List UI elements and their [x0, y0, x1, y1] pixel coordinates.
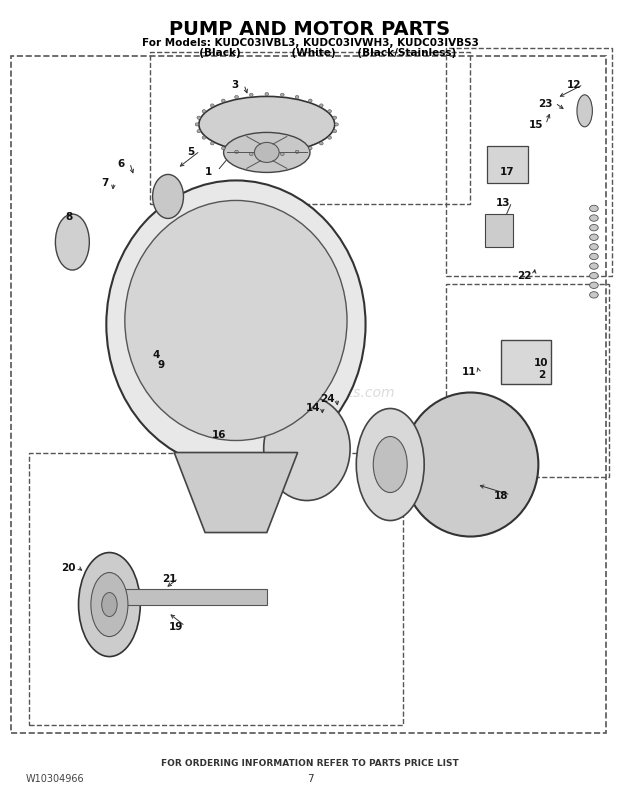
- Ellipse shape: [265, 154, 268, 157]
- Ellipse shape: [264, 397, 350, 501]
- Text: 19: 19: [169, 622, 184, 631]
- Text: (Black)              (White)      (Black/Stainless): (Black) (White) (Black/Stainless): [164, 48, 456, 59]
- Ellipse shape: [197, 131, 201, 134]
- Ellipse shape: [153, 175, 184, 219]
- Ellipse shape: [590, 283, 598, 289]
- Ellipse shape: [319, 143, 323, 146]
- Ellipse shape: [295, 151, 299, 154]
- Text: 10: 10: [534, 358, 549, 367]
- Polygon shape: [125, 589, 267, 605]
- Text: 12: 12: [567, 80, 582, 91]
- Ellipse shape: [197, 117, 201, 120]
- Ellipse shape: [335, 124, 339, 127]
- Ellipse shape: [590, 206, 598, 213]
- Text: FOR ORDERING INFORMATION REFER TO PARTS PRICE LIST: FOR ORDERING INFORMATION REFER TO PARTS …: [161, 758, 459, 767]
- Ellipse shape: [280, 94, 284, 97]
- Ellipse shape: [249, 94, 253, 97]
- Text: 4: 4: [152, 350, 159, 359]
- Ellipse shape: [55, 215, 89, 271]
- FancyBboxPatch shape: [485, 215, 513, 248]
- Text: PUMP AND MOTOR PARTS: PUMP AND MOTOR PARTS: [169, 20, 451, 38]
- Ellipse shape: [319, 105, 323, 108]
- Polygon shape: [174, 453, 298, 533]
- Ellipse shape: [590, 264, 598, 270]
- Ellipse shape: [590, 216, 598, 222]
- FancyBboxPatch shape: [487, 147, 528, 184]
- Text: 3: 3: [231, 80, 238, 91]
- Ellipse shape: [328, 111, 332, 114]
- Text: 6: 6: [117, 159, 124, 168]
- Text: 16: 16: [211, 430, 226, 439]
- Ellipse shape: [590, 225, 598, 232]
- Ellipse shape: [102, 593, 117, 617]
- Text: eReplacementParts.com: eReplacementParts.com: [225, 386, 395, 400]
- Ellipse shape: [333, 131, 337, 134]
- Text: 24: 24: [320, 394, 335, 403]
- Ellipse shape: [91, 573, 128, 637]
- Text: W10304966: W10304966: [26, 773, 85, 784]
- Ellipse shape: [590, 254, 598, 261]
- Text: 7: 7: [101, 178, 108, 188]
- Ellipse shape: [195, 124, 199, 127]
- Text: 18: 18: [494, 490, 508, 500]
- Text: 21: 21: [162, 573, 177, 583]
- Ellipse shape: [295, 96, 299, 99]
- Ellipse shape: [106, 181, 366, 469]
- Ellipse shape: [235, 151, 238, 154]
- Ellipse shape: [221, 148, 225, 151]
- Ellipse shape: [373, 437, 407, 493]
- Ellipse shape: [328, 137, 332, 140]
- Ellipse shape: [590, 292, 598, 298]
- Ellipse shape: [224, 133, 310, 173]
- Text: 1: 1: [205, 167, 212, 176]
- Text: 14: 14: [306, 403, 321, 412]
- Ellipse shape: [402, 393, 538, 537]
- Ellipse shape: [254, 144, 279, 164]
- Ellipse shape: [202, 137, 206, 140]
- Text: 20: 20: [61, 562, 75, 573]
- Text: 22: 22: [518, 270, 532, 281]
- Ellipse shape: [356, 409, 424, 520]
- Text: For Models: KUDC03IVBL3, KUDC03IVWH3, KUDC03IVBS3: For Models: KUDC03IVBL3, KUDC03IVWH3, KU…: [141, 38, 479, 48]
- Text: 17: 17: [500, 167, 515, 176]
- Ellipse shape: [79, 553, 140, 657]
- Text: 15: 15: [529, 120, 544, 130]
- Ellipse shape: [125, 201, 347, 441]
- Text: 11: 11: [462, 367, 477, 376]
- Ellipse shape: [265, 93, 268, 96]
- Ellipse shape: [333, 117, 337, 120]
- Text: 9: 9: [157, 360, 164, 370]
- Text: 13: 13: [495, 198, 510, 208]
- FancyBboxPatch shape: [502, 340, 551, 384]
- Ellipse shape: [210, 143, 214, 146]
- Ellipse shape: [221, 100, 225, 103]
- Text: 5: 5: [187, 147, 195, 156]
- Ellipse shape: [308, 100, 312, 103]
- Text: 8: 8: [66, 213, 73, 222]
- Ellipse shape: [202, 111, 206, 114]
- Ellipse shape: [249, 153, 253, 156]
- Ellipse shape: [199, 97, 335, 153]
- Ellipse shape: [235, 96, 238, 99]
- Text: 23: 23: [539, 99, 553, 109]
- Ellipse shape: [308, 148, 312, 151]
- Ellipse shape: [590, 273, 598, 280]
- Text: 2: 2: [538, 370, 545, 379]
- Ellipse shape: [280, 153, 284, 156]
- Text: 7: 7: [307, 773, 313, 784]
- Ellipse shape: [210, 105, 214, 108]
- Ellipse shape: [590, 235, 598, 241]
- Ellipse shape: [577, 95, 592, 128]
- Ellipse shape: [590, 245, 598, 251]
